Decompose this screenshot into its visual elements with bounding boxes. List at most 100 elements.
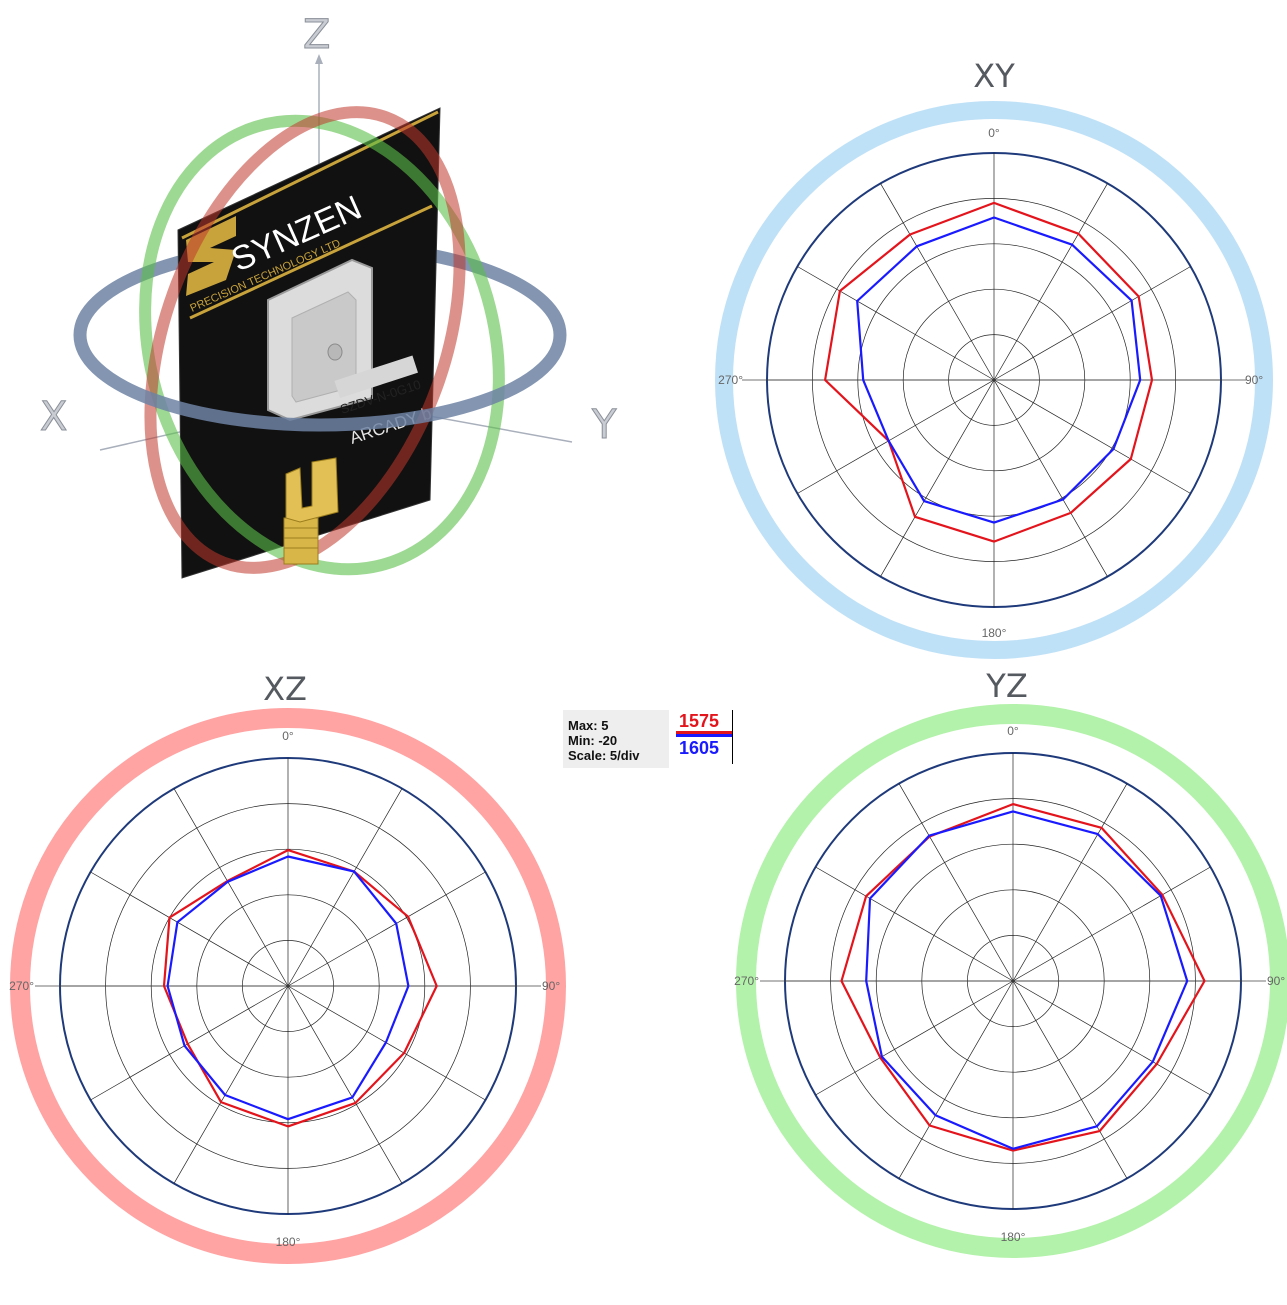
angle-label-0: 0° bbox=[988, 126, 1000, 140]
data-point-1575-60 bbox=[1161, 894, 1164, 896]
data-point-1575-210 bbox=[928, 1124, 931, 1127]
data-point-1605-30 bbox=[1071, 243, 1073, 246]
z-axis-letter: Z bbox=[303, 12, 330, 58]
plot-frame-xz bbox=[10, 708, 566, 1264]
grid-spoke bbox=[898, 783, 1014, 982]
data-point-1575-90 bbox=[1203, 980, 1206, 982]
data-point-1575-210 bbox=[914, 516, 916, 518]
grid-spoke bbox=[1012, 980, 1128, 1179]
data-point-1605-90 bbox=[1139, 379, 1141, 381]
angle-label-0: 0° bbox=[1007, 724, 1019, 738]
angle-label-180: 180° bbox=[276, 1235, 301, 1249]
data-point-1575-300 bbox=[865, 895, 867, 897]
z-axis-arrow bbox=[315, 54, 323, 64]
gold-stripe-bottom bbox=[189, 204, 433, 320]
grid-spoke bbox=[287, 788, 403, 987]
data-point-1575-330 bbox=[909, 233, 911, 236]
data-point-1575-150 bbox=[1098, 1130, 1101, 1132]
data-point-1605-180 bbox=[993, 521, 995, 524]
data-point-1605-180 bbox=[1012, 1148, 1014, 1150]
data-point-1575-0 bbox=[287, 849, 289, 851]
polar-plot-xy: 0° 90° 180° 270° XY bbox=[715, 57, 1273, 659]
grid-spoke bbox=[993, 266, 1191, 381]
data-point-1605-90 bbox=[1186, 980, 1188, 982]
sma-connector-fork bbox=[285, 457, 339, 523]
data-point-1575-300 bbox=[168, 916, 171, 919]
data-point-1605-90 bbox=[407, 985, 410, 987]
series-line-1605 bbox=[865, 810, 1189, 1150]
series-line-1575 bbox=[823, 201, 1154, 543]
angle-label-270: 270° bbox=[734, 974, 759, 988]
grid-spoke bbox=[993, 183, 1108, 381]
grid-spoke bbox=[880, 379, 995, 577]
data-point-1605-30 bbox=[353, 870, 355, 873]
data-point-1575-150 bbox=[354, 1102, 357, 1104]
polar-plot-yz: 0° 90° 180° 270° YZ bbox=[734, 667, 1287, 1258]
legend-series-1575: 1575 bbox=[679, 711, 720, 731]
angle-label-270: 270° bbox=[718, 373, 743, 387]
plot-title-xz: XZ bbox=[263, 670, 307, 708]
grid-spoke bbox=[993, 379, 1108, 577]
feed-pin bbox=[327, 343, 343, 361]
plot-title-xy: XY bbox=[973, 57, 1015, 95]
data-point-1605-150 bbox=[1096, 1125, 1098, 1128]
data-point-1575-240 bbox=[879, 1056, 882, 1059]
data-point-1605-60 bbox=[1130, 299, 1133, 302]
data-point-1575-180 bbox=[993, 540, 995, 543]
series-line-1575 bbox=[162, 848, 438, 1128]
grid-spoke bbox=[90, 871, 289, 987]
grid-spoke bbox=[898, 980, 1014, 1179]
data-point-1605-180 bbox=[287, 1118, 289, 1120]
data-point-1605-300 bbox=[176, 921, 179, 923]
legend-max: Max: 5 bbox=[568, 718, 609, 733]
legend-min: Min: -20 bbox=[568, 733, 618, 748]
grid-spoke bbox=[993, 379, 1191, 494]
plot-frame-xy bbox=[715, 101, 1273, 659]
grid-spoke bbox=[287, 985, 403, 1184]
y-axis-letter: Y bbox=[591, 402, 617, 448]
data-point-1575-150 bbox=[1069, 512, 1072, 514]
angle-label-90: 90° bbox=[1267, 974, 1285, 988]
angle-label-270: 270° bbox=[9, 979, 34, 993]
sma-connector-body bbox=[283, 517, 319, 565]
data-point-1575-60 bbox=[1137, 295, 1140, 298]
grid-spoke bbox=[797, 379, 995, 494]
data-point-1605-120 bbox=[385, 1041, 387, 1044]
data-point-1575-60 bbox=[407, 915, 409, 918]
data-point-1605-0 bbox=[993, 216, 995, 219]
data-point-1605-330 bbox=[227, 880, 229, 883]
antenna-illustration: Z X Y SYNZEN PRECISION TECHNOLOGY LTD SZ… bbox=[40, 12, 618, 579]
angle-label-180: 180° bbox=[1001, 1230, 1026, 1244]
legend-swatch-1575 bbox=[676, 731, 732, 734]
plot-title-yz: YZ bbox=[985, 667, 1027, 705]
grid-spoke bbox=[173, 788, 289, 987]
data-point-1605-240 bbox=[887, 440, 890, 442]
data-point-1605-300 bbox=[856, 300, 858, 302]
grid-spoke bbox=[90, 985, 289, 1101]
data-point-1575-90 bbox=[435, 985, 438, 987]
data-point-1575-180 bbox=[287, 1125, 289, 1128]
legend-series-1605: 1605 bbox=[679, 738, 720, 758]
grid-spoke bbox=[797, 266, 995, 381]
legend-scale: Scale: 5/div bbox=[568, 748, 640, 763]
grid-spoke bbox=[1012, 980, 1211, 1096]
data-point-1605-240 bbox=[183, 1044, 186, 1047]
series-legend bbox=[676, 710, 733, 764]
gold-stripe-top bbox=[181, 110, 439, 240]
data-point-1575-30 bbox=[1077, 232, 1080, 235]
grid-spoke bbox=[1012, 783, 1128, 982]
data-point-1605-0 bbox=[287, 855, 289, 858]
angle-label-90: 90° bbox=[542, 979, 560, 993]
plot-frame-yz bbox=[736, 704, 1287, 1258]
grid-spoke bbox=[880, 183, 995, 381]
data-point-1605-150 bbox=[351, 1096, 354, 1099]
data-point-1575-180 bbox=[1012, 1149, 1014, 1152]
data-point-1605-0 bbox=[1012, 810, 1014, 813]
data-point-1605-150 bbox=[1062, 498, 1064, 501]
grid-spoke bbox=[173, 985, 289, 1184]
data-point-1605-240 bbox=[881, 1055, 883, 1058]
data-point-1605-210 bbox=[224, 1094, 226, 1096]
grid-spoke bbox=[815, 866, 1014, 982]
data-point-1605-120 bbox=[1112, 448, 1115, 450]
